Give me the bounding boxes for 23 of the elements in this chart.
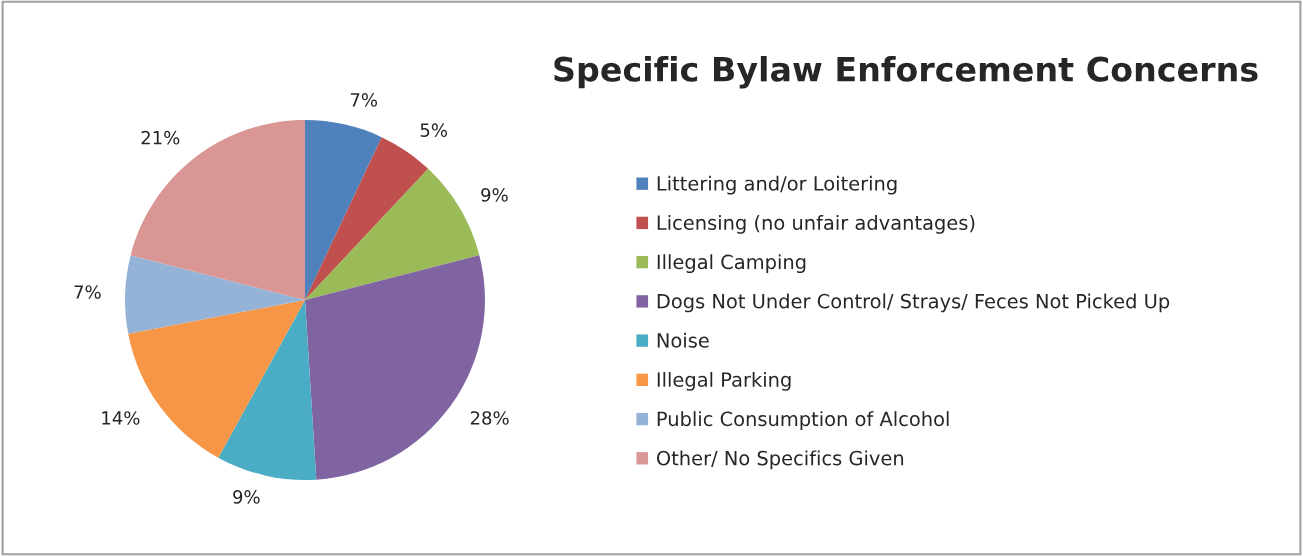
legend-label: Illegal Camping [657,254,806,274]
legend-label: Public Consumption of Alcohol [657,411,949,430]
chart-title: Specific Bylaw Enforcement Concerns [554,56,1258,89]
data-label: 28% [470,411,509,425]
data-label: 7% [350,93,378,107]
pie-slice [305,168,480,300]
data-label: 7% [74,285,101,299]
legend-label: Illegal Parking [657,371,791,391]
legend-label: Other/ No Specifics Given [656,450,904,470]
data-label: 9% [233,490,260,504]
legend-label: Dogs Not Under Control/ Strays/ Feces Not Picked Up [657,293,1170,313]
pie-slice [125,255,305,334]
data-label: 14% [102,411,140,425]
pie-slice [218,300,317,480]
data-label: 21% [141,130,180,145]
data-label: 9% [481,188,508,202]
legend-label: Littering and/or Loitering [657,175,897,195]
data-label: 5% [420,123,447,138]
pie-slice [130,120,305,300]
pie-slice [305,137,429,300]
legend-label: Licensing (no unfair advantages) [657,214,975,234]
legend-label: Noise [657,332,709,348]
pie-slice [305,120,382,300]
